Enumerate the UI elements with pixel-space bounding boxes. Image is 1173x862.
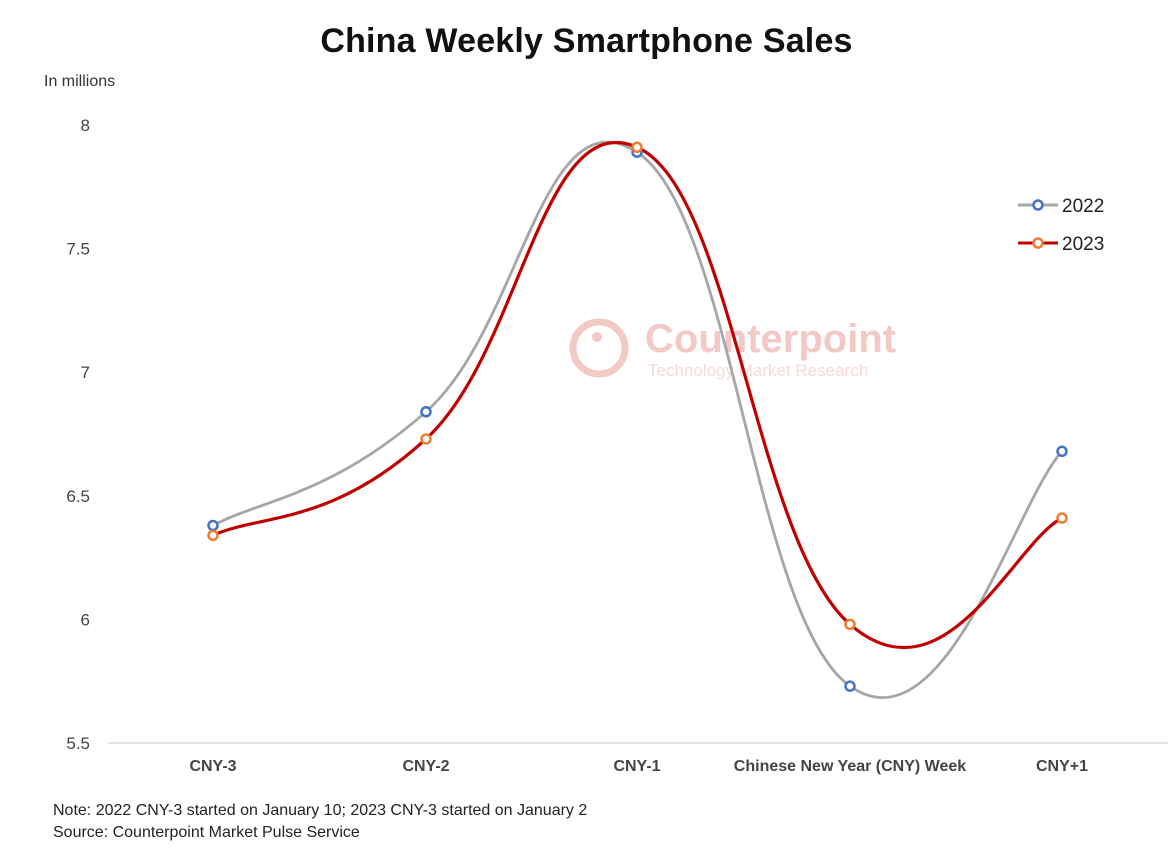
- data-point-2023: [420, 433, 432, 445]
- y-tick-label: 6.5: [66, 487, 90, 506]
- series-lines: [211, 141, 1064, 699]
- y-axis-unit-label: In millions: [44, 73, 116, 90]
- counterpoint-logo-dot: [592, 332, 602, 342]
- data-point-2023: [207, 529, 219, 542]
- watermark-tagline: Technology Market Research: [648, 361, 868, 380]
- x-tick-label: Chinese New Year (CNY) Week: [734, 758, 966, 775]
- data-point-2022: [207, 519, 219, 532]
- data-point-2022: [1056, 445, 1068, 458]
- x-axis-ticks: CNY-3 CNY-2 CNY-1 Chinese New Year (CNY) We…: [189, 758, 1088, 775]
- legend: 2022 2023: [1018, 196, 1104, 255]
- series-line-2023: [211, 141, 1064, 650]
- data-point-2023: [1056, 512, 1068, 524]
- y-axis-ticks: 5.5 6 6.5 7 7.5 8: [66, 116, 90, 753]
- y-tick-label: 5.5: [66, 734, 90, 753]
- series-line-2022: [211, 141, 1064, 699]
- chart-note: Note: 2022 CNY-3 started on January 10; …: [53, 802, 588, 819]
- y-tick-label: 7: [81, 363, 90, 382]
- data-point-2023: [631, 141, 643, 153]
- x-tick-label: CNY-2: [402, 758, 449, 775]
- y-tick-label: 6: [81, 610, 90, 629]
- counterpoint-logo-icon: [569, 318, 629, 378]
- chart-source: Source: Counterpoint Market Pulse Servic…: [53, 824, 360, 841]
- legend-label-2022: 2022: [1062, 196, 1104, 217]
- legend-swatch-marker: [1032, 237, 1044, 249]
- x-tick-label: CNY-1: [613, 758, 660, 775]
- x-tick-label: CNY-3: [189, 758, 236, 775]
- chart-title: China Weekly Smartphone Sales: [320, 22, 853, 60]
- watermark-name: Counterpoint: [645, 317, 896, 361]
- data-point-2022: [420, 406, 432, 418]
- legend-swatch-marker: [1032, 199, 1044, 211]
- data-point-2022: [844, 680, 856, 692]
- counterpoint-watermark: Counterpoint Technology Market Research: [569, 317, 896, 380]
- series-markers: [207, 141, 1068, 692]
- y-tick-label: 8: [81, 116, 90, 135]
- y-tick-label: 7.5: [66, 240, 90, 259]
- data-point-2023: [844, 618, 856, 631]
- legend-label-2023: 2023: [1062, 234, 1104, 255]
- x-tick-label: CNY+1: [1036, 758, 1088, 775]
